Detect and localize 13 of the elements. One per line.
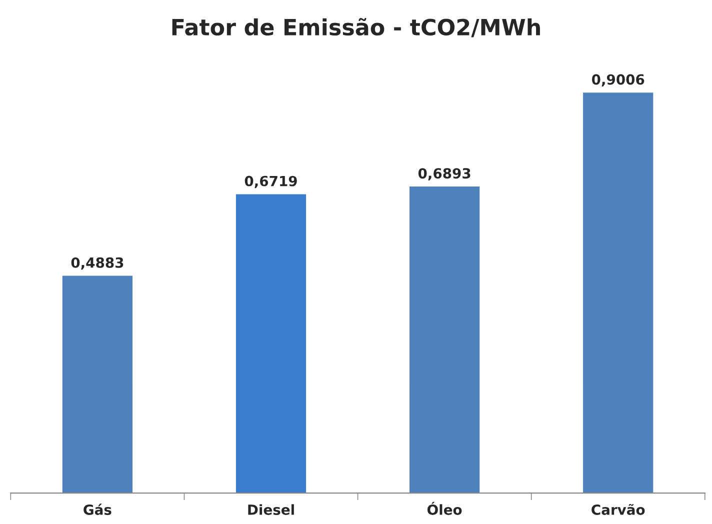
x-tick-label: Carvão <box>592 504 645 515</box>
x-tick-label: Gás <box>84 504 112 515</box>
data-label: 0,6893 <box>418 168 470 180</box>
data-label: 0,4883 <box>71 257 124 270</box>
data-label: 0,9006 <box>592 74 644 86</box>
bar <box>62 276 133 494</box>
bar <box>236 194 306 494</box>
x-tick-label: Diesel <box>248 504 294 515</box>
chart-title: Fator de Emissão - tCO2/MWh <box>172 18 540 38</box>
bar <box>409 186 480 494</box>
bar <box>583 92 654 494</box>
x-tick-label: Óleo <box>427 502 462 515</box>
data-label: 0,6719 <box>244 176 297 188</box>
